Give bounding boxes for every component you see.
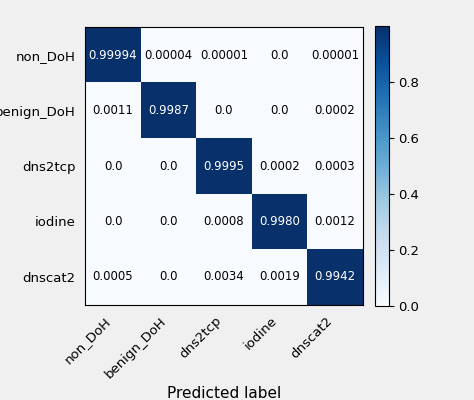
Text: 0.0019: 0.0019 (259, 270, 300, 284)
Text: 0.0: 0.0 (270, 104, 289, 117)
Text: 0.99994: 0.99994 (89, 48, 137, 62)
Text: 0.9942: 0.9942 (314, 270, 356, 284)
Text: 0.0: 0.0 (270, 48, 289, 62)
Text: 0.9980: 0.9980 (259, 215, 300, 228)
Text: 0.0: 0.0 (104, 215, 122, 228)
Text: 0.0011: 0.0011 (92, 104, 134, 117)
Text: 0.00001: 0.00001 (311, 48, 359, 62)
Text: 0.9987: 0.9987 (148, 104, 189, 117)
Text: 0.0: 0.0 (159, 215, 178, 228)
Text: 0.9995: 0.9995 (203, 160, 245, 172)
Text: 0.0: 0.0 (215, 104, 233, 117)
Text: 0.0012: 0.0012 (314, 215, 356, 228)
Text: 0.0002: 0.0002 (314, 104, 355, 117)
Text: 0.0002: 0.0002 (259, 160, 300, 172)
Text: 0.0034: 0.0034 (203, 270, 244, 284)
Text: 0.0: 0.0 (159, 270, 178, 284)
Text: 0.00004: 0.00004 (145, 48, 192, 62)
X-axis label: Predicted label: Predicted label (167, 386, 281, 400)
Text: 0.0003: 0.0003 (315, 160, 355, 172)
Text: 0.0: 0.0 (159, 160, 178, 172)
Text: 0.00001: 0.00001 (200, 48, 248, 62)
Text: 0.0005: 0.0005 (93, 270, 133, 284)
Text: 0.0008: 0.0008 (204, 215, 244, 228)
Text: 0.0: 0.0 (104, 160, 122, 172)
